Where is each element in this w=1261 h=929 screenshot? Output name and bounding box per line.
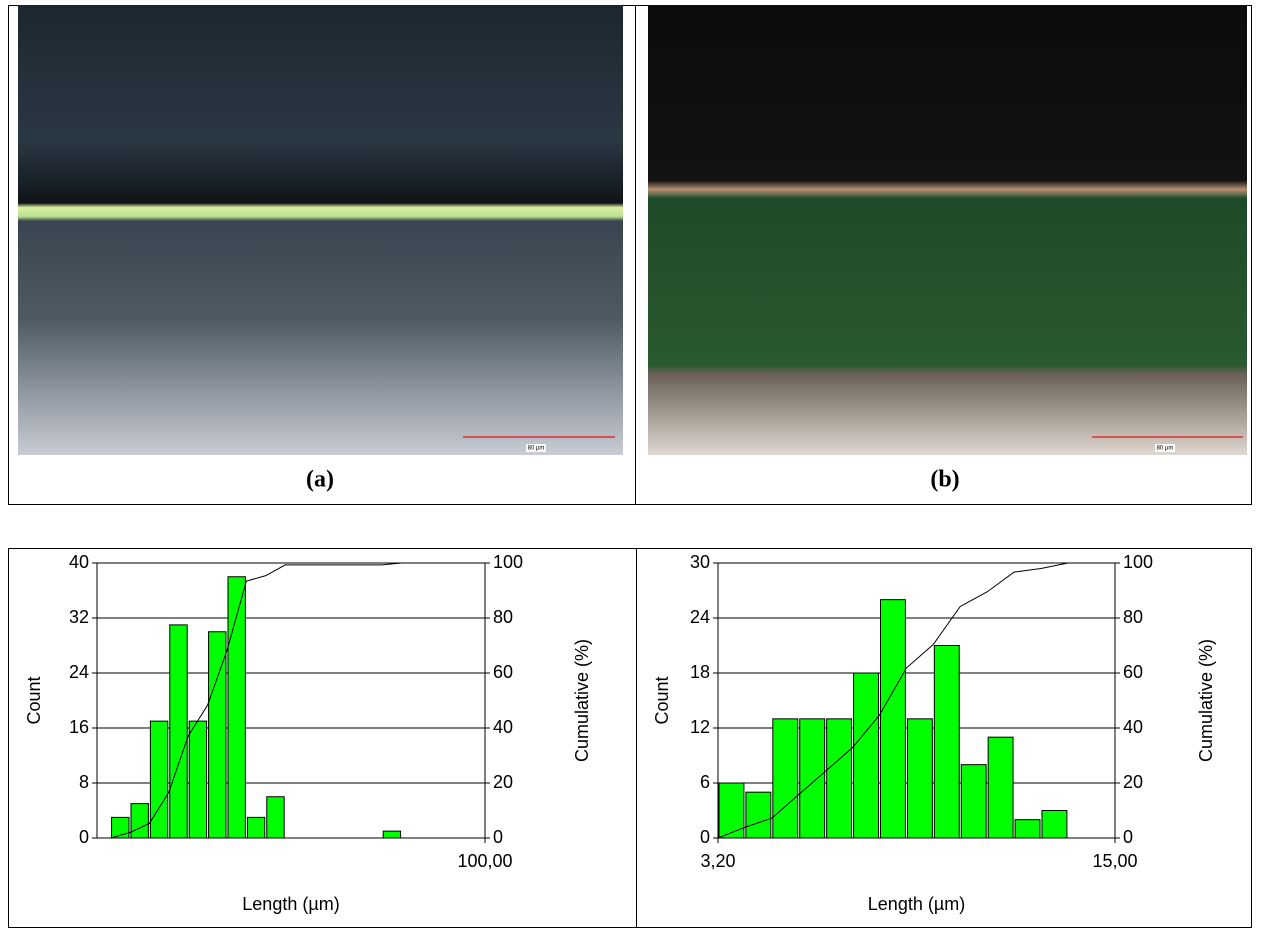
bar [266,796,285,839]
y-tick-label: 16 [69,717,89,737]
bar [1014,819,1041,839]
y-tick-label: 24 [690,607,710,627]
x-tick-label: 3,20 [700,851,735,871]
y-tick-label: 0 [700,827,710,847]
bar [718,782,745,839]
bar [987,736,1014,839]
bar [826,718,853,839]
y2-tick-label: 60 [1123,662,1143,682]
x-tick-label: 100,00 [457,851,512,871]
bar [382,830,402,839]
y2-tick-label: 40 [1123,717,1143,737]
y-tick-label: 8 [79,772,89,792]
y-tick-label: 32 [69,607,89,627]
y-tick-label: 0 [79,827,89,847]
bar [188,720,208,839]
bar [246,816,266,839]
y2-axis-title: Cumulative (%) [1196,639,1216,762]
y-tick-label: 12 [690,717,710,737]
y-tick-label: 6 [700,772,710,792]
bar [130,803,149,839]
bar [853,672,879,839]
y2-tick-label: 40 [493,717,513,737]
bar [169,624,188,839]
scale-label: 80 µm [1157,446,1174,452]
bar [772,718,799,839]
plot-frame [717,562,1116,839]
y-tick-label: 18 [690,662,710,682]
y-tick-label: 24 [69,662,89,682]
bar [879,599,906,839]
y-tick-label: 40 [69,552,89,572]
y2-tick-label: 20 [493,772,513,792]
y2-tick-label: 0 [493,827,503,847]
micrograph-a [18,5,623,455]
plot-frame [96,562,486,839]
y2-tick-label: 60 [493,662,513,682]
bar [208,631,227,839]
x-axis-title: Length (µm) [868,894,965,914]
y-tick-label: 30 [690,552,710,572]
panel-frame [8,5,1252,505]
cumulative-line [717,562,1069,839]
bar [960,764,987,839]
y2-axis-title: Cumulative (%) [572,639,592,762]
chart-frame [8,548,1252,928]
y-axis-title: Count [24,676,44,724]
scale-label: 80 µm [528,446,545,452]
bar [745,791,772,839]
bar [799,718,826,839]
bar [933,645,960,839]
y2-tick-label: 100 [493,552,523,572]
bar [149,720,169,839]
y2-tick-label: 20 [1123,772,1143,792]
micrograph-b [648,5,1247,455]
panel-caption: (b) [930,467,959,493]
panel-caption: (a) [306,467,334,493]
x-axis-title: Length (µm) [242,894,339,914]
scale-box [1155,444,1175,452]
scale-box [526,444,546,452]
bar [906,718,933,839]
cumulative-line [110,562,402,839]
y2-tick-label: 100 [1123,552,1153,572]
y2-tick-label: 80 [1123,607,1143,627]
y2-tick-label: 80 [493,607,513,627]
y2-tick-label: 0 [1123,827,1133,847]
y-axis-title: Count [652,676,672,724]
bar [1041,810,1068,839]
x-tick-label: 15,00 [1092,851,1137,871]
